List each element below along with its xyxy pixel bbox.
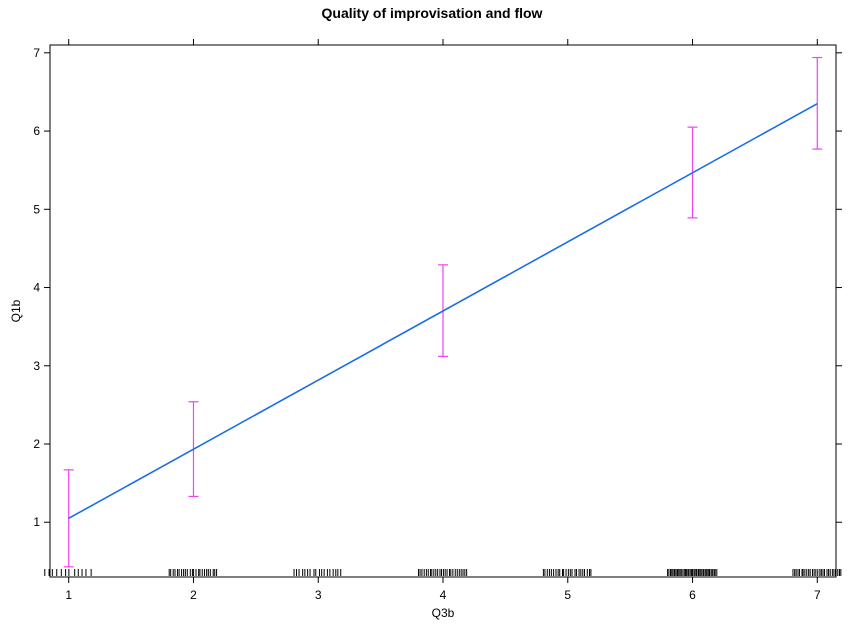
- rug-marks: [44, 569, 842, 576]
- x-tick-label: 6: [689, 588, 696, 602]
- x-tick-label: 7: [814, 588, 821, 602]
- y-tick-label: 4: [33, 281, 40, 295]
- series-lines: [68, 102, 818, 520]
- y-axis: 1 2 3 4 5 6 7: [33, 46, 842, 529]
- x-axis-label: Q3b: [432, 606, 455, 620]
- x-tick-label: 5: [564, 588, 571, 602]
- y-tick-label: 3: [33, 359, 40, 373]
- y-axis-label: Q1b: [9, 299, 23, 322]
- x-axis: 1 2 3 4 5 6 7: [65, 39, 821, 602]
- chart-title: Quality of improvisation and flow: [322, 5, 543, 21]
- error-bars: [63, 56, 823, 568]
- y-tick-label: 7: [33, 46, 40, 60]
- y-tick-label: 2: [33, 437, 40, 451]
- x-tick-label: 2: [190, 588, 197, 602]
- y-tick-label: 6: [33, 124, 40, 138]
- x-tick-label: 1: [65, 588, 72, 602]
- x-tick-label: 4: [440, 588, 447, 602]
- x-tick-label: 3: [315, 588, 322, 602]
- y-tick-label: 1: [33, 515, 40, 529]
- y-tick-label: 5: [33, 202, 40, 216]
- fit-line: [68, 102, 818, 520]
